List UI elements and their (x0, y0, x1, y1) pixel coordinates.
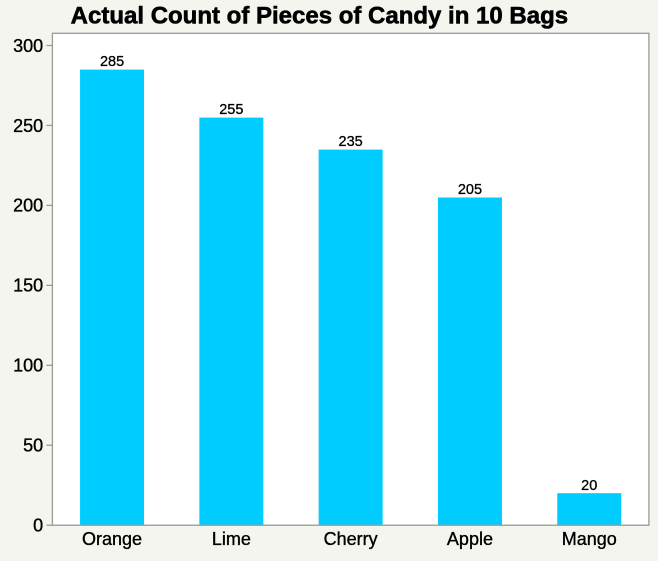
svg-text:205: 205 (458, 182, 482, 198)
svg-text:100: 100 (13, 356, 43, 376)
svg-text:255: 255 (219, 102, 243, 118)
svg-text:285: 285 (100, 54, 124, 70)
svg-text:Cherry: Cherry (324, 529, 378, 549)
svg-text:20: 20 (581, 478, 597, 494)
svg-text:Orange: Orange (82, 529, 142, 549)
svg-text:50: 50 (23, 436, 43, 456)
svg-text:Actual Count of Pieces of Cand: Actual Count of Pieces of Candy in 10 Ba… (71, 3, 568, 30)
svg-text:Lime: Lime (212, 529, 251, 549)
svg-text:200: 200 (13, 196, 43, 216)
svg-text:Mango: Mango (562, 529, 617, 549)
svg-text:Apple: Apple (447, 529, 493, 549)
svg-text:150: 150 (13, 276, 43, 296)
svg-text:300: 300 (13, 36, 43, 56)
svg-text:235: 235 (339, 134, 363, 150)
svg-text:0: 0 (33, 516, 43, 536)
svg-text:250: 250 (13, 116, 43, 136)
